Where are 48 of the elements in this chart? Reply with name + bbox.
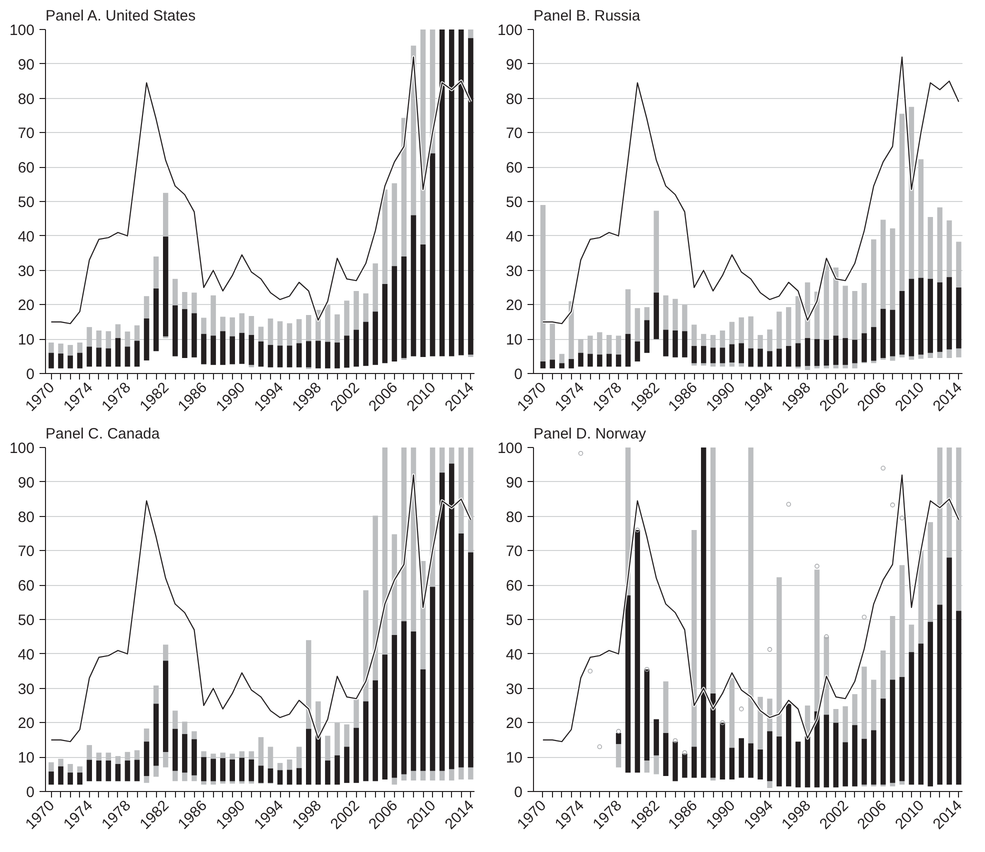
y-tick-label: 0 <box>514 784 522 801</box>
chart-title: Panel B. Russia <box>534 8 641 24</box>
y-tick-label: 100 <box>9 22 35 39</box>
y-tick-label: 50 <box>18 612 35 629</box>
y-tick-label: 30 <box>18 680 35 698</box>
y-tick-label: 80 <box>506 90 523 108</box>
y-tick-label: 100 <box>497 440 523 457</box>
y-tick-label: 80 <box>18 508 35 526</box>
y-tick-label: 70 <box>506 543 523 560</box>
y-tick-label: 60 <box>18 160 35 177</box>
y-tick-label: 20 <box>18 715 35 732</box>
y-tick-label: 0 <box>26 366 34 383</box>
y-tick-label: 40 <box>18 646 35 664</box>
y-tick-label: 10 <box>506 750 523 767</box>
y-tick-label: 70 <box>506 125 523 142</box>
y-tick-label: 70 <box>18 125 35 142</box>
y-tick-label: 50 <box>506 194 523 211</box>
y-tick-label: 40 <box>506 228 523 246</box>
y-tick-label: 10 <box>18 332 35 349</box>
y-tick-label: 50 <box>18 194 35 211</box>
y-tick-label: 10 <box>506 332 523 349</box>
y-tick-label: 90 <box>18 56 35 74</box>
y-tick-label: 30 <box>506 262 523 280</box>
y-tick-label: 90 <box>506 56 523 74</box>
y-tick-label: 100 <box>9 440 35 457</box>
y-tick-label: 90 <box>18 474 35 492</box>
chart-title: Panel C. Canada <box>46 426 160 442</box>
y-tick-label: 60 <box>18 578 35 595</box>
y-tick-label: 20 <box>18 297 35 314</box>
y-tick-label: 40 <box>18 228 35 246</box>
y-tick-label: 80 <box>506 508 523 526</box>
y-tick-label: 60 <box>506 160 523 177</box>
y-tick-label: 10 <box>18 750 35 767</box>
y-tick-label: 70 <box>18 543 35 560</box>
y-tick-label: 20 <box>506 297 523 314</box>
y-tick-label: 30 <box>506 680 523 698</box>
y-tick-label: 90 <box>506 474 523 492</box>
y-tick-label: 40 <box>506 646 523 664</box>
y-tick-label: 80 <box>18 90 35 108</box>
chart-title: Panel D. Norway <box>534 426 647 442</box>
chart-title: Panel A. United States <box>46 8 196 24</box>
y-tick-label: 50 <box>506 612 523 629</box>
y-tick-label: 30 <box>18 262 35 280</box>
y-tick-label: 100 <box>497 22 523 39</box>
y-tick-label: 0 <box>514 366 522 383</box>
y-tick-label: 0 <box>26 784 34 801</box>
y-tick-label: 60 <box>506 578 523 595</box>
y-tick-label: 20 <box>506 715 523 732</box>
